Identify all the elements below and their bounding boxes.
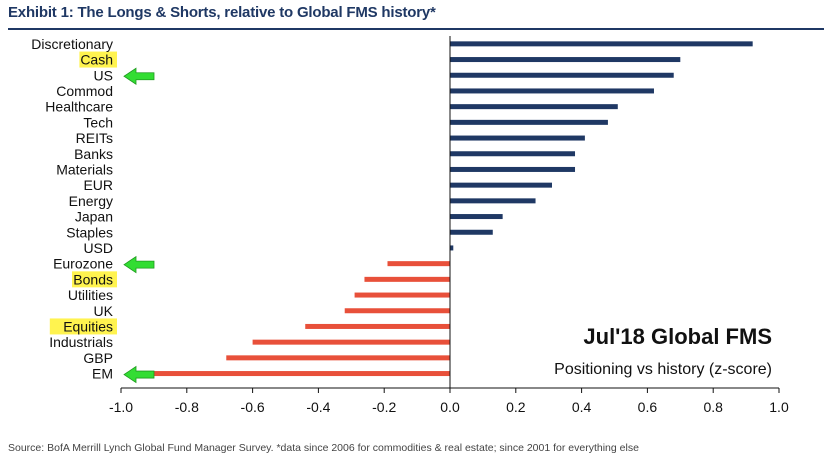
category-labels: DiscretionaryCashUSCommodHealthcareTechR… — [31, 36, 113, 382]
category-label-em: EM — [92, 366, 113, 382]
bar-materials — [450, 166, 576, 172]
category-label-industrials: Industrials — [49, 334, 113, 350]
category-label-gbp: GBP — [83, 350, 113, 366]
category-label-staples: Staples — [66, 224, 113, 240]
x-tick-label: -0.6 — [241, 399, 265, 415]
bar-utilities — [354, 292, 450, 298]
x-tick-label: 1.0 — [769, 399, 789, 415]
category-label-uk: UK — [94, 303, 114, 319]
bar-em — [147, 371, 450, 377]
bar-japan — [450, 214, 503, 220]
category-label-equities: Equities — [63, 318, 113, 334]
category-label-usd: USD — [83, 240, 113, 256]
bar-eurozone — [387, 261, 450, 267]
category-label-tech: Tech — [83, 114, 113, 130]
category-label-reits: REITs — [76, 130, 113, 146]
x-tick-label: 0.0 — [440, 399, 460, 415]
category-label-japan: Japan — [75, 209, 113, 225]
category-label-healthcare: Healthcare — [45, 99, 113, 115]
bar-bonds — [364, 276, 450, 282]
bar-eur — [450, 182, 552, 188]
bar-staples — [450, 229, 493, 235]
arrow-icon-eurozone — [123, 255, 155, 274]
bar-gbp — [226, 355, 450, 361]
x-tick-label: -1.0 — [109, 399, 133, 415]
annotation-title: Jul'18 Global FMS — [583, 324, 772, 349]
bar-commod — [450, 88, 654, 94]
bar-reits — [450, 135, 585, 141]
annotation-subtitle: Positioning vs history (z-score) — [554, 361, 772, 378]
x-tick-label: 0.4 — [572, 399, 592, 415]
bar-equities — [305, 323, 450, 329]
highlight-bonds — [72, 271, 117, 288]
category-label-materials: Materials — [56, 161, 113, 177]
bar-chart: DiscretionaryCashUSCommodHealthcareTechR… — [31, 36, 789, 415]
bar-discretionary — [450, 41, 753, 47]
bar-tech — [450, 119, 608, 125]
category-label-eur: EUR — [83, 177, 113, 193]
x-ticks: -1.0 -0.8 -0.6 -0.4 -0.2 0.0 0.2 0.4 0.6 0.8 1.0 — [109, 388, 789, 415]
x-tick-label: -0.2 — [372, 399, 396, 415]
x-tick-label: 0.8 — [703, 399, 723, 415]
exhibit-title: Exhibit 1: The Longs & Shorts, relative … — [8, 4, 436, 21]
arrow-icon-em — [123, 365, 155, 384]
bar-usd — [450, 245, 454, 251]
category-label-us: US — [94, 67, 113, 83]
bar-banks — [450, 151, 576, 157]
source-note: Source: BofA Merrill Lynch Global Fund M… — [8, 442, 639, 454]
arrow-icon-us — [123, 67, 155, 85]
highlight-equities — [49, 318, 117, 335]
bars — [147, 41, 753, 377]
bar-cash — [450, 57, 681, 63]
x-tick-label: -0.4 — [306, 399, 330, 415]
bar-us — [450, 72, 674, 78]
bar-energy — [450, 198, 536, 204]
bar-healthcare — [450, 104, 618, 110]
bar-industrials — [252, 339, 450, 345]
x-tick-label: -0.8 — [175, 399, 199, 415]
category-label-utilities: Utilities — [68, 287, 113, 303]
category-label-energy: Energy — [69, 193, 113, 209]
x-tick-label: 0.2 — [506, 399, 526, 415]
x-tick-label: 0.6 — [638, 399, 658, 415]
label-highlights — [49, 51, 117, 335]
category-label-commod: Commod — [56, 83, 113, 99]
category-label-bonds: Bonds — [73, 271, 113, 287]
category-label-eurozone: Eurozone — [53, 256, 113, 272]
arrow-markers — [123, 67, 155, 384]
highlight-cash — [79, 51, 117, 68]
bar-uk — [344, 308, 450, 314]
category-label-banks: Banks — [74, 146, 113, 162]
category-label-discretionary: Discretionary — [31, 36, 113, 52]
category-label-cash: Cash — [80, 52, 113, 68]
title-rule — [8, 28, 824, 30]
